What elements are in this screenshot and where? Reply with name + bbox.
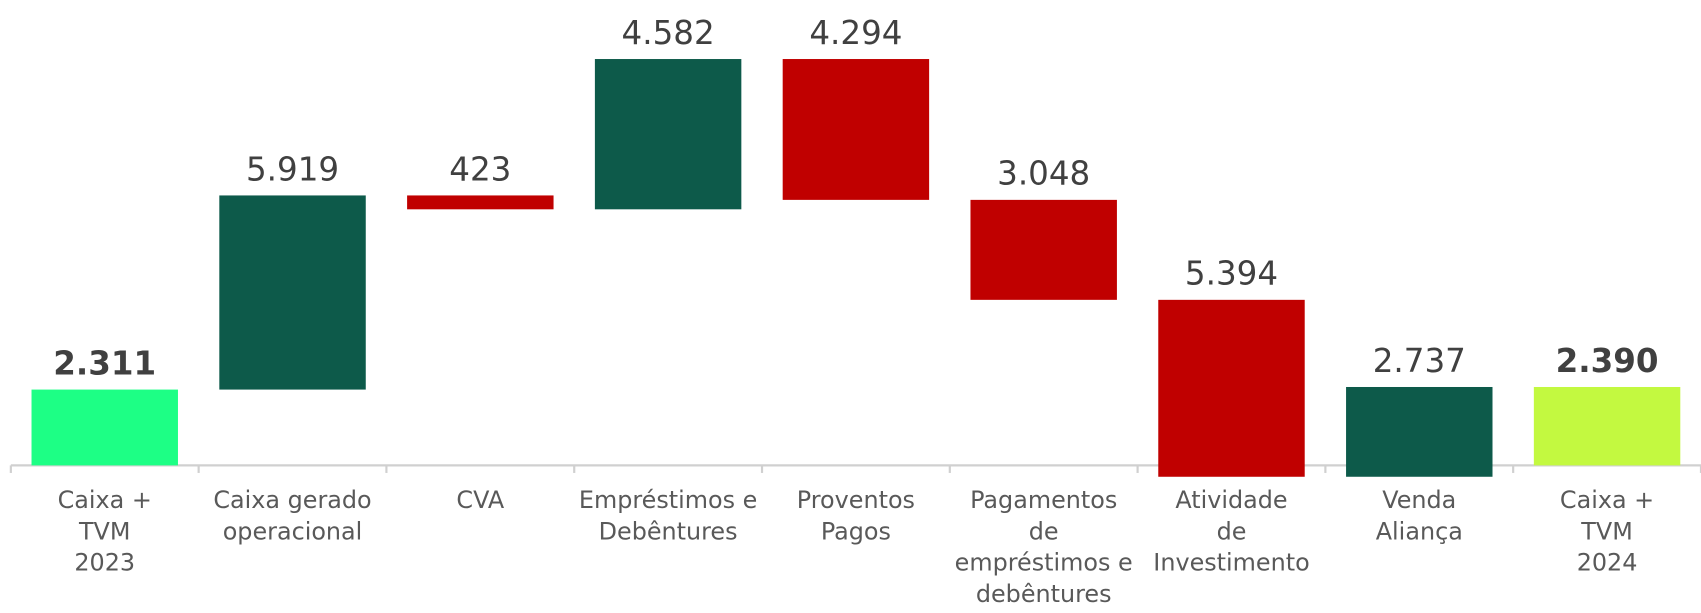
value-label: 5.394 xyxy=(1185,255,1278,293)
value-label: 5.919 xyxy=(246,150,339,188)
bar xyxy=(1533,386,1681,466)
bar xyxy=(782,59,930,200)
bar xyxy=(594,59,742,210)
bar xyxy=(1346,386,1493,477)
value-label: 3.048 xyxy=(997,155,1090,193)
value-label: 4.582 xyxy=(622,14,715,52)
bar xyxy=(970,199,1117,300)
bar xyxy=(1158,299,1305,477)
x-tick-label: Caixa gerado operacional xyxy=(213,487,372,546)
x-tick-label: CVA xyxy=(456,487,505,515)
value-label: 2.390 xyxy=(1556,342,1659,380)
value-label: 4.294 xyxy=(809,14,902,52)
x-tick-label: Caixa + TVM 2024 xyxy=(1559,487,1655,578)
value-label: 2.737 xyxy=(1373,342,1466,380)
value-label: 423 xyxy=(449,150,511,188)
x-tick-label: Caixa + TVM 2023 xyxy=(57,487,152,578)
x-tick-label: Empréstimos e Debêntures xyxy=(578,487,758,546)
x-tick-label: Venda Aliança xyxy=(1375,487,1463,546)
value-label: 2.311 xyxy=(53,344,156,382)
bar xyxy=(407,195,554,210)
x-tick-label: Pagamentos de empréstimos e debêntures xyxy=(954,487,1133,609)
bar xyxy=(31,389,178,466)
x-tick-label: Atividade de Investimento xyxy=(1153,487,1310,578)
bar xyxy=(219,195,366,390)
x-tick-label: Proventos Pagos xyxy=(796,487,915,546)
